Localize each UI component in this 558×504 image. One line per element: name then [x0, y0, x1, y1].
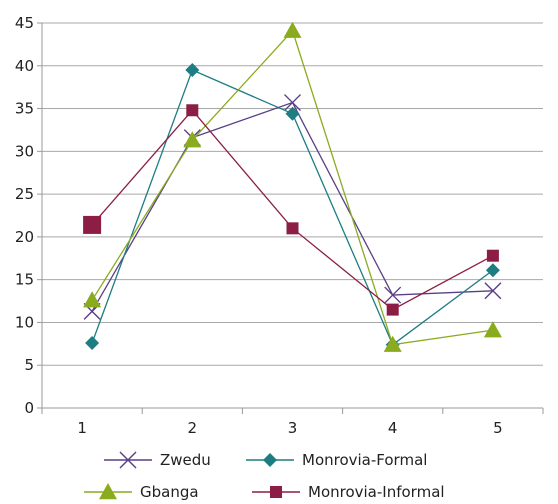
- y-tick-label: 40: [15, 57, 34, 75]
- series-group: [83, 21, 502, 352]
- legend-marker: [99, 483, 117, 500]
- legend-marker: [270, 486, 282, 498]
- legend-label: Monrovia-Formal: [302, 451, 427, 469]
- data-point: [483, 321, 502, 338]
- y-tick-label: 20: [15, 228, 34, 246]
- data-point: [284, 94, 301, 112]
- data-point: [486, 249, 499, 262]
- series-line: [91, 29, 493, 346]
- data-point: [185, 63, 200, 78]
- legend-label: Monrovia-Informal: [308, 483, 445, 501]
- legend-item: Monrovia-Formal: [246, 451, 427, 469]
- data-point: [183, 131, 202, 148]
- x-tick-label: 2: [188, 419, 198, 437]
- data-point: [285, 106, 300, 121]
- data-point: [283, 21, 302, 38]
- series-monrovia-formal: [85, 63, 500, 352]
- data-point: [85, 335, 100, 350]
- data-point: [186, 104, 199, 117]
- x-tick-label: 5: [493, 419, 503, 437]
- legend-label: Gbanga: [140, 483, 199, 501]
- y-tick-label: 25: [15, 185, 34, 203]
- gridlines: [42, 22, 543, 366]
- x-tick-label: 1: [77, 419, 87, 437]
- data-point: [83, 291, 102, 308]
- data-point: [383, 335, 402, 352]
- data-point: [83, 215, 102, 234]
- data-point: [485, 263, 500, 278]
- y-tick-label: 10: [15, 313, 34, 331]
- x-tick-label: 4: [388, 419, 398, 437]
- y-tick-label: 0: [24, 399, 34, 417]
- y-tick-label: 45: [15, 14, 34, 32]
- y-tick-label: 5: [24, 356, 34, 374]
- series-monrovia-informal: [83, 104, 499, 316]
- y-tick-label: 35: [15, 100, 34, 118]
- data-point: [484, 282, 502, 300]
- legend-item: Monrovia-Informal: [252, 483, 445, 501]
- series-gbanga: [83, 21, 502, 352]
- data-point: [386, 303, 399, 316]
- legend-marker: [119, 451, 137, 469]
- legend-marker: [263, 453, 277, 467]
- x-tick-label: 3: [288, 419, 298, 437]
- legend-item: Gbanga: [84, 483, 199, 501]
- data-point: [384, 286, 402, 304]
- y-tick-label: 30: [15, 142, 34, 160]
- data-point: [286, 222, 299, 235]
- y-tick-label: 15: [15, 271, 34, 289]
- legend: Zwedu Monrovia-Formal Gbanga Monrovia-Infor…: [84, 451, 445, 501]
- legend-item: Zwedu: [104, 451, 211, 469]
- legend-label: Zwedu: [160, 451, 211, 469]
